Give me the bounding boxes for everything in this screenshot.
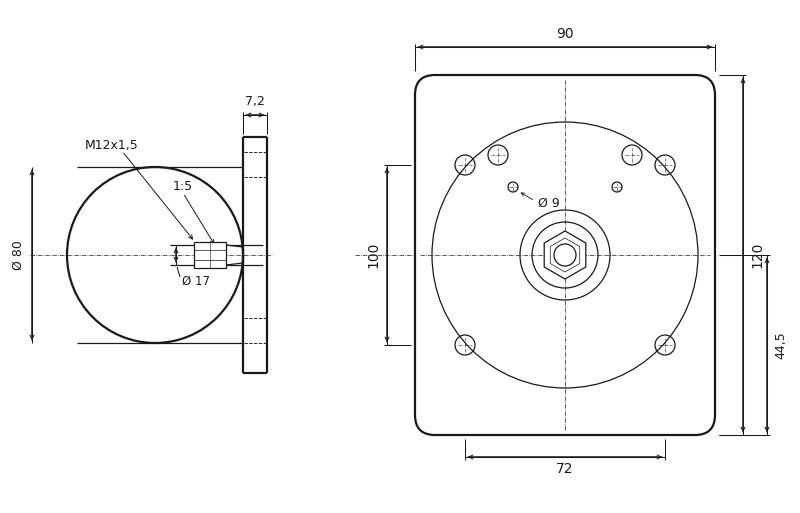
Polygon shape bbox=[550, 238, 580, 272]
Text: 7,2: 7,2 bbox=[245, 94, 265, 108]
Text: Ø 80: Ø 80 bbox=[11, 240, 25, 270]
Text: Ø 9: Ø 9 bbox=[538, 196, 560, 209]
Text: 72: 72 bbox=[556, 462, 574, 476]
Text: 100: 100 bbox=[366, 242, 380, 268]
Text: 44,5: 44,5 bbox=[774, 331, 787, 359]
Text: 1:5: 1:5 bbox=[173, 181, 193, 193]
FancyBboxPatch shape bbox=[415, 75, 715, 435]
Polygon shape bbox=[544, 231, 586, 279]
Text: 90: 90 bbox=[556, 27, 574, 41]
Text: 120: 120 bbox=[750, 242, 764, 268]
Text: M12x1,5: M12x1,5 bbox=[85, 139, 139, 151]
Bar bbox=[194, 242, 226, 268]
Text: Ø 17: Ø 17 bbox=[182, 274, 210, 287]
